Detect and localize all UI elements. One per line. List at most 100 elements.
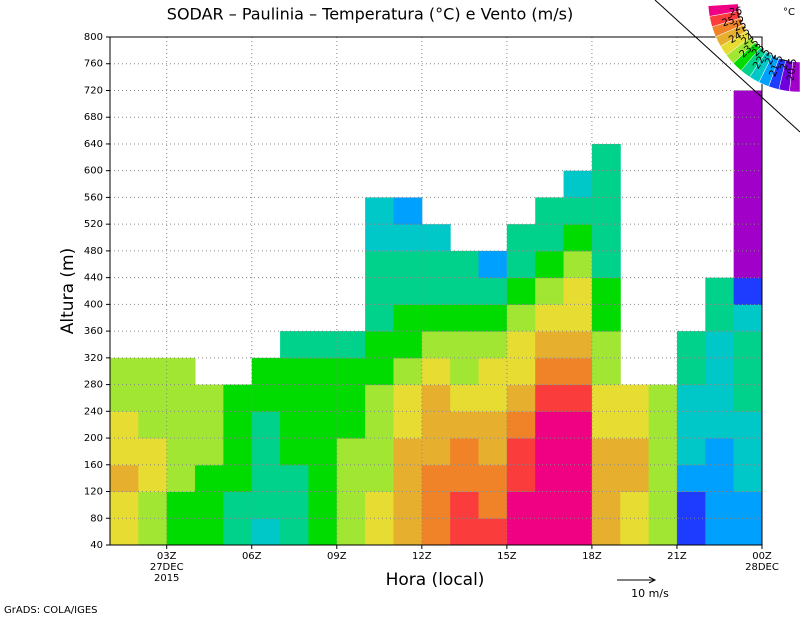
y-tick-label: 480 xyxy=(84,246,103,257)
contour-cell xyxy=(705,304,735,332)
contour-cell xyxy=(591,170,621,198)
contour-cell xyxy=(138,438,168,466)
contour-cell xyxy=(591,357,621,386)
contour-cell xyxy=(336,438,366,466)
contour-cell xyxy=(563,384,593,412)
y-tick-label: 40 xyxy=(90,540,103,551)
contour-cell xyxy=(110,357,139,386)
contour-cell xyxy=(591,277,621,305)
contour-cell xyxy=(676,357,706,386)
contour-cell xyxy=(393,384,423,412)
contour-cell xyxy=(450,250,480,279)
contour-cell xyxy=(563,197,593,225)
contour-cell xyxy=(450,438,480,466)
contour-cell xyxy=(138,518,168,546)
y-tick-label: 520 xyxy=(84,219,103,230)
y-tick-label: 800 xyxy=(84,32,103,43)
contour-cell xyxy=(733,170,763,198)
contour-cell xyxy=(365,438,394,466)
contour-cell xyxy=(223,491,253,519)
contour-cell xyxy=(535,331,565,359)
colorbar-swatch xyxy=(749,51,773,83)
x-tick-label: 09Z xyxy=(327,551,347,562)
y-tick-label: 640 xyxy=(84,139,103,150)
contour-cell xyxy=(563,518,593,546)
x-tick-label: 15Z xyxy=(497,551,517,562)
contour-cell xyxy=(393,250,423,279)
colorbar-swatch xyxy=(707,3,740,17)
contour-cell xyxy=(563,357,593,386)
contour-cell xyxy=(733,491,763,519)
y-tick-label: 320 xyxy=(84,353,103,364)
contour-cell xyxy=(733,464,763,493)
contour-cell xyxy=(110,438,139,466)
y-tick-label: 160 xyxy=(84,460,103,471)
contour-cell xyxy=(393,224,423,252)
colorbar-swatch xyxy=(711,17,744,38)
contour-cell xyxy=(223,464,253,493)
contour-cell xyxy=(450,518,480,546)
x-date-label: 27DEC xyxy=(150,562,184,573)
contour-cell xyxy=(506,304,536,332)
contour-cell xyxy=(336,411,366,439)
contour-cell xyxy=(166,411,196,439)
contour-cell xyxy=(450,384,480,412)
contour-cell xyxy=(138,357,168,386)
contour-cell xyxy=(478,331,508,359)
contour-cell xyxy=(506,357,536,386)
y-tick-label: 400 xyxy=(84,299,103,310)
contour-field xyxy=(110,90,763,546)
contour-cell xyxy=(620,518,650,546)
contour-cell xyxy=(365,250,394,279)
y-tick-label: 120 xyxy=(84,487,103,498)
contour-cell xyxy=(308,384,338,412)
contour-cell xyxy=(450,357,480,386)
contour-cell xyxy=(620,384,650,412)
vector-legend-arrowhead xyxy=(648,576,657,584)
colorbar-swatch xyxy=(720,30,751,56)
contour-cell xyxy=(110,384,139,412)
contour-cell xyxy=(365,331,394,359)
y-tick-label: 720 xyxy=(84,85,103,96)
contour-cell xyxy=(733,143,763,172)
contour-cell xyxy=(393,518,423,546)
contour-cell xyxy=(563,411,593,439)
contour-cell xyxy=(733,250,763,279)
contour-cell xyxy=(450,331,480,359)
contour-cell xyxy=(478,304,508,332)
contour-cell xyxy=(535,491,565,519)
contour-cell xyxy=(591,304,621,332)
contour-cell xyxy=(563,304,593,332)
contour-cell xyxy=(421,411,451,439)
contour-cell xyxy=(478,250,508,279)
contour-cell xyxy=(365,277,394,305)
contour-cell xyxy=(336,464,366,493)
contour-cell xyxy=(535,197,565,225)
contour-cell xyxy=(280,411,309,439)
contour-cell xyxy=(393,411,423,439)
x-tick-label: 00Z xyxy=(752,551,772,562)
contour-cell xyxy=(733,90,763,118)
colorbar-swatch xyxy=(732,42,761,71)
contour-cell xyxy=(110,411,139,439)
contour-cell xyxy=(506,224,536,252)
contour-cell xyxy=(393,331,423,359)
contour-cell xyxy=(166,491,196,519)
colorbar-swatch xyxy=(726,36,756,64)
contour-cell xyxy=(591,331,621,359)
y-tick-label: 240 xyxy=(84,406,103,417)
contour-cell xyxy=(705,277,735,305)
contour-cell xyxy=(421,331,451,359)
colorbar-swatch xyxy=(715,24,747,47)
contour-cell xyxy=(421,464,451,493)
contour-cell xyxy=(308,518,338,546)
contour-cell xyxy=(365,384,394,412)
contour-cell xyxy=(676,464,706,493)
contour-cell xyxy=(506,518,536,546)
contour-cell xyxy=(676,491,706,519)
contour-cell xyxy=(648,491,678,519)
colorbar-label: 20.5 xyxy=(786,58,800,81)
contour-cell xyxy=(563,170,593,198)
contour-cell xyxy=(110,491,139,519)
contour-cell xyxy=(280,464,309,493)
